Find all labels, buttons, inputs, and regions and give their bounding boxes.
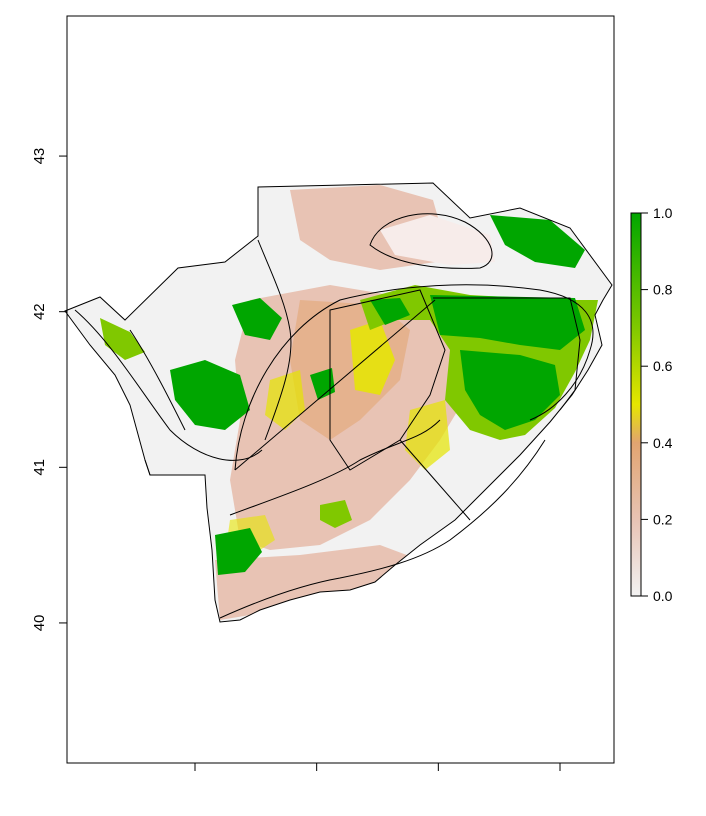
colorbar-tick-label: 0.2 [653,511,673,527]
diagonal-line [234,299,436,471]
central-band-upper [234,284,594,471]
y-tick-label: 41 [31,459,48,476]
y-tick-label: 43 [31,148,48,165]
suitability-raster [65,183,612,622]
colorbar-tick-label: 0.8 [653,282,673,298]
y-tick-label: 42 [31,303,48,320]
west-arc-inner [129,329,186,431]
colorbar-tick-label: 1.0 [653,205,673,221]
y-tick-label: 40 [31,615,48,632]
colorbar-tick-label: 0.0 [653,588,673,604]
south-shore [219,439,546,619]
x-axis [194,763,561,771]
colorbar-gradient [630,212,642,597]
colorbar-tick-label: 0.4 [653,435,673,451]
inner-zone-loop [369,213,493,269]
colorbar-ticks: 0.0 0.2 0.4 0.6 0.8 1.0 [641,205,673,604]
west-block [144,459,205,476]
central-polygon [329,289,446,471]
west-arc [74,309,263,461]
south-divider [399,439,471,521]
central-band-lower [229,419,441,516]
north-ridge [257,239,292,441]
east-divider [433,297,581,411]
colorbar-tick-label: 0.6 [653,358,673,374]
outer-boundary [64,182,613,623]
y-axis: 40 41 42 43 [31,148,68,632]
colorbar: 0.0 0.2 0.4 0.6 0.8 1.0 [630,205,673,604]
region-boundaries [64,182,613,623]
